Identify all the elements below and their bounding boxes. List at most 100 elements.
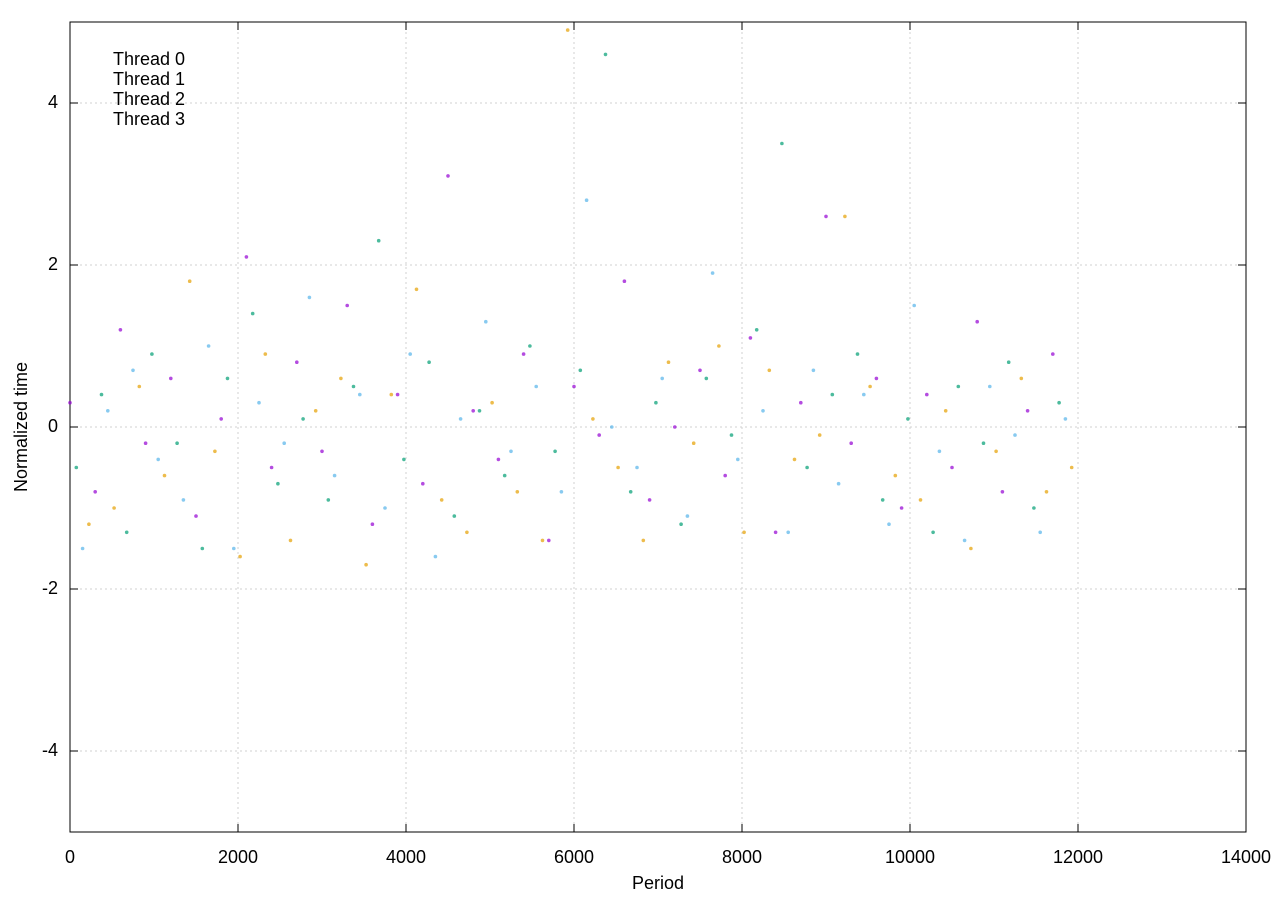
point <box>565 28 570 32</box>
point <box>981 441 986 446</box>
point <box>994 449 998 454</box>
point <box>295 360 299 365</box>
point <box>414 287 419 292</box>
point <box>622 279 627 284</box>
point <box>918 498 923 502</box>
point <box>263 352 268 356</box>
point <box>578 368 583 373</box>
point <box>723 473 727 478</box>
point <box>950 465 954 470</box>
point <box>874 376 879 381</box>
point <box>698 368 702 373</box>
point <box>528 344 532 348</box>
point <box>269 465 274 470</box>
point <box>862 392 866 397</box>
point <box>805 465 809 470</box>
point <box>988 384 992 389</box>
point <box>370 522 375 526</box>
point <box>547 538 551 543</box>
point <box>1000 490 1005 494</box>
point <box>288 538 293 543</box>
point <box>824 214 828 219</box>
point <box>307 295 312 300</box>
point <box>452 514 457 518</box>
point <box>792 457 797 462</box>
point <box>383 506 387 510</box>
y-tick-label: 4 <box>48 92 58 112</box>
point <box>830 392 835 397</box>
x-tick-label: 12000 <box>1053 847 1103 867</box>
point <box>194 514 198 518</box>
point <box>1057 400 1061 405</box>
point <box>219 417 223 421</box>
point <box>521 352 526 356</box>
point <box>502 473 507 478</box>
point <box>402 457 406 462</box>
point <box>748 336 753 340</box>
point <box>439 498 444 502</box>
point <box>773 530 778 535</box>
point <box>244 255 249 259</box>
plot-frame <box>69 21 1247 833</box>
point <box>1006 360 1011 365</box>
point <box>754 328 759 332</box>
point <box>339 376 343 381</box>
point <box>301 417 305 421</box>
point <box>376 238 381 243</box>
x-tick-label: 14000 <box>1221 847 1271 867</box>
point <box>395 392 400 397</box>
point <box>975 319 979 324</box>
point <box>408 352 413 356</box>
point <box>1063 417 1068 421</box>
point <box>956 384 961 389</box>
y-tick-label: 2 <box>48 254 58 274</box>
point <box>559 490 564 494</box>
point <box>276 481 280 486</box>
point <box>458 417 463 421</box>
point <box>868 384 872 389</box>
point <box>1032 506 1036 510</box>
point <box>597 433 601 437</box>
point <box>471 409 476 413</box>
point <box>540 538 545 543</box>
point <box>156 457 160 462</box>
x-tick-label: 0 <box>65 847 75 867</box>
point <box>780 141 784 146</box>
point <box>351 384 356 389</box>
point <box>616 465 620 470</box>
series <box>68 174 1055 543</box>
x-axis-label: Period <box>632 873 684 893</box>
point <box>169 376 173 381</box>
point <box>704 376 709 381</box>
point <box>225 376 230 381</box>
point <box>969 546 973 551</box>
point <box>962 538 967 543</box>
point <box>1025 409 1030 413</box>
point <box>389 392 394 397</box>
point <box>106 409 110 413</box>
point <box>673 425 677 429</box>
point <box>433 554 438 559</box>
point <box>118 328 123 332</box>
point <box>647 498 652 502</box>
point <box>477 409 482 413</box>
point <box>591 417 595 421</box>
point <box>817 433 822 437</box>
point <box>736 457 740 462</box>
point <box>899 506 904 510</box>
point <box>654 400 658 405</box>
point <box>421 481 425 486</box>
point <box>767 368 772 373</box>
point <box>572 384 576 389</box>
y-tick-label: -4 <box>42 740 58 760</box>
point <box>943 409 948 413</box>
y-tick-label: 0 <box>48 416 58 436</box>
point <box>912 303 916 308</box>
point <box>641 538 646 543</box>
point <box>80 546 85 551</box>
point <box>465 530 469 535</box>
point <box>200 546 205 551</box>
series <box>87 28 1074 567</box>
point <box>553 449 557 454</box>
